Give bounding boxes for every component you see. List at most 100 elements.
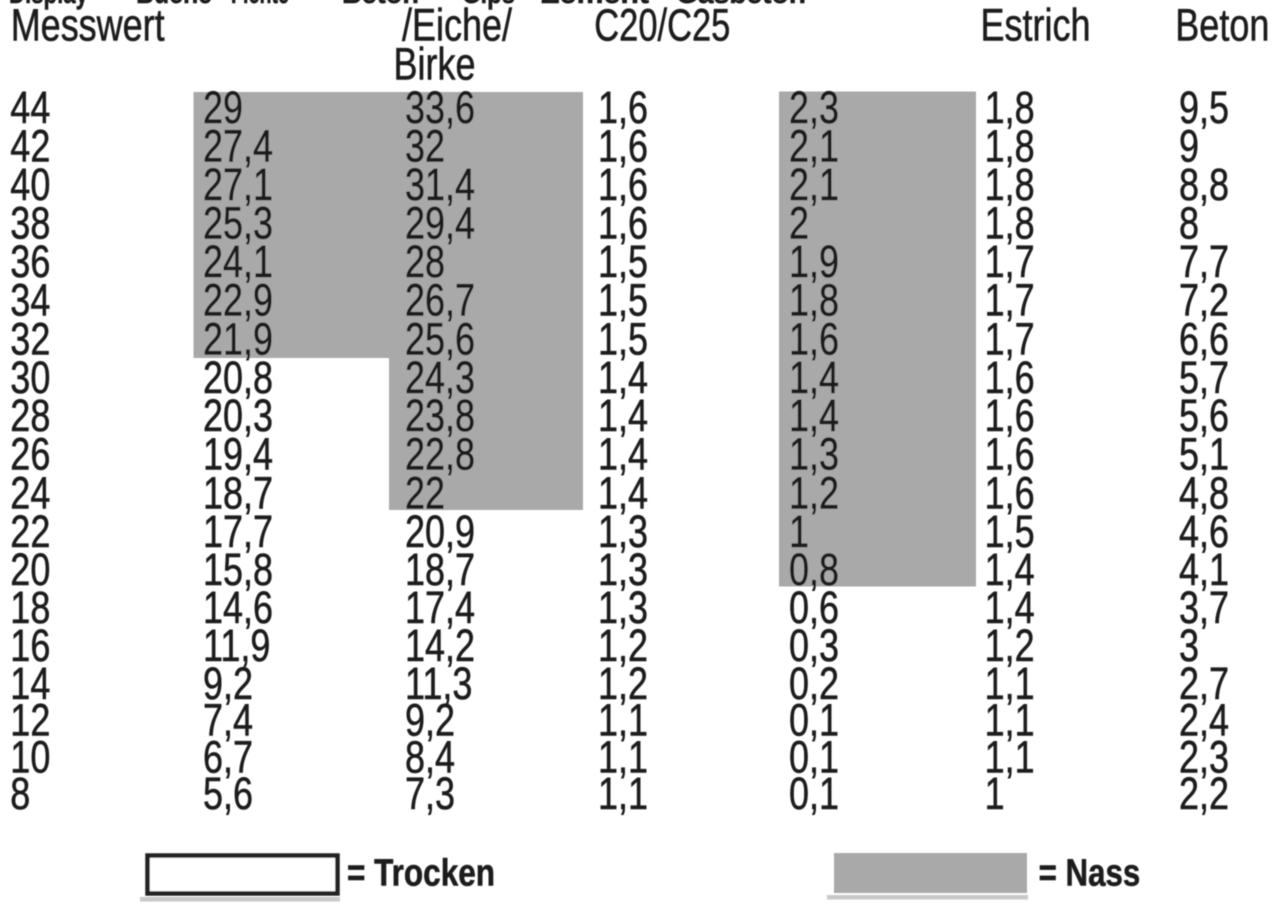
svg-text:1,6: 1,6: [598, 159, 648, 210]
svg-text:1,6: 1,6: [789, 313, 839, 364]
svg-text:18,7: 18,7: [405, 544, 475, 595]
svg-text:0,8: 0,8: [789, 544, 839, 595]
svg-text:Display: Display: [9, 0, 89, 10]
svg-text:19,4: 19,4: [203, 429, 273, 480]
svg-text:1,3: 1,3: [789, 429, 839, 480]
svg-text:0,2: 0,2: [789, 658, 839, 709]
svg-text:2,3: 2,3: [1179, 731, 1229, 782]
svg-text:24: 24: [10, 467, 50, 518]
svg-text:22,8: 22,8: [405, 429, 475, 480]
svg-text:31,4: 31,4: [405, 159, 475, 210]
svg-text:1,4: 1,4: [789, 390, 839, 441]
svg-text:14: 14: [10, 658, 50, 709]
svg-text:Zement: Zement: [541, 0, 649, 10]
svg-text:9,2: 9,2: [203, 658, 253, 709]
svg-text:1,6: 1,6: [598, 82, 648, 133]
svg-text:28: 28: [405, 236, 445, 287]
svg-text:11,3: 11,3: [405, 658, 472, 709]
svg-text:1,4: 1,4: [598, 352, 648, 403]
svg-text:1,4: 1,4: [985, 582, 1035, 633]
svg-text:= Nass: = Nass: [1039, 852, 1141, 894]
svg-text:1,3: 1,3: [598, 582, 648, 633]
svg-text:1: 1: [985, 768, 1005, 819]
svg-text:1,4: 1,4: [598, 390, 648, 441]
svg-text:7,3: 7,3: [405, 768, 455, 819]
svg-text:5,6: 5,6: [203, 768, 253, 819]
svg-text:8,4: 8,4: [405, 731, 455, 782]
svg-text:6,6: 6,6: [1179, 313, 1229, 364]
svg-text:9: 9: [1179, 121, 1199, 172]
svg-text:1,8: 1,8: [789, 275, 839, 326]
svg-text:1,1: 1,1: [598, 731, 648, 782]
svg-text:1,2: 1,2: [789, 467, 839, 518]
svg-text:1,8: 1,8: [985, 121, 1035, 172]
svg-text:9,2: 9,2: [405, 695, 455, 746]
svg-text:4,1: 4,1: [1179, 544, 1229, 595]
svg-text:15,8: 15,8: [203, 544, 273, 595]
svg-text:3: 3: [1179, 620, 1199, 671]
svg-text:1,5: 1,5: [985, 506, 1035, 557]
svg-text:14,2: 14,2: [405, 620, 475, 671]
svg-text:18,7: 18,7: [203, 467, 273, 518]
svg-text:1,4: 1,4: [985, 544, 1035, 595]
svg-text:20,9: 20,9: [405, 506, 475, 557]
svg-text:5,6: 5,6: [1179, 390, 1229, 441]
svg-text:22,9: 22,9: [203, 275, 273, 326]
svg-text:8: 8: [10, 768, 30, 819]
svg-text:42: 42: [10, 121, 50, 172]
svg-text:33,6: 33,6: [405, 82, 475, 133]
svg-text:5,7: 5,7: [1179, 352, 1229, 403]
svg-text:7,2: 7,2: [1179, 275, 1229, 326]
svg-text:9,5: 9,5: [1179, 82, 1229, 133]
svg-text:Beton: Beton: [342, 0, 419, 10]
svg-text:0,1: 0,1: [789, 768, 839, 819]
svg-text:2,3: 2,3: [789, 82, 839, 133]
svg-text:2,2: 2,2: [1179, 768, 1229, 819]
svg-text:Birke: Birke: [394, 39, 476, 90]
svg-text:5,1: 5,1: [1179, 429, 1229, 480]
svg-text:1,2: 1,2: [598, 620, 648, 671]
svg-text:Fichte: Fichte: [231, 0, 289, 10]
svg-text:1,1: 1,1: [985, 695, 1035, 746]
svg-text:17,7: 17,7: [203, 506, 273, 557]
svg-text:Estrich: Estrich: [981, 0, 1091, 50]
svg-text:Gips: Gips: [462, 0, 515, 10]
svg-text:11,9: 11,9: [203, 620, 270, 671]
svg-text:Beton: Beton: [1175, 0, 1269, 50]
svg-text:25,3: 25,3: [203, 198, 273, 249]
svg-text:25,6: 25,6: [405, 313, 475, 364]
svg-text:44: 44: [10, 82, 50, 133]
svg-text:1,4: 1,4: [598, 429, 648, 480]
svg-text:17,4: 17,4: [405, 582, 475, 633]
svg-text:24,1: 24,1: [203, 236, 273, 287]
svg-text:30: 30: [10, 352, 50, 403]
svg-text:24,3: 24,3: [405, 352, 475, 403]
svg-text:20,3: 20,3: [203, 390, 273, 441]
svg-text:12: 12: [10, 695, 50, 746]
svg-text:C20/C25: C20/C25: [594, 0, 730, 50]
svg-text:1,7: 1,7: [985, 275, 1035, 326]
svg-text:1,6: 1,6: [985, 429, 1035, 480]
svg-text:1,1: 1,1: [598, 695, 648, 746]
svg-text:32: 32: [10, 313, 50, 364]
svg-text:/Eiche/: /Eiche/: [402, 0, 513, 50]
svg-text:20: 20: [10, 544, 50, 595]
svg-text:0,1: 0,1: [789, 731, 839, 782]
svg-text:1,5: 1,5: [598, 236, 648, 287]
svg-text:1,7: 1,7: [985, 313, 1035, 364]
svg-text:38: 38: [10, 198, 50, 249]
svg-text:16: 16: [10, 620, 50, 671]
svg-text:1,6: 1,6: [598, 121, 648, 172]
svg-text:1,8: 1,8: [985, 82, 1035, 133]
svg-text:Buche: Buche: [136, 0, 212, 10]
svg-text:Gasbeton: Gasbeton: [676, 0, 806, 10]
svg-text:8,8: 8,8: [1179, 159, 1229, 210]
svg-text:6,7: 6,7: [203, 731, 253, 782]
svg-text:1,1: 1,1: [985, 658, 1035, 709]
svg-text:1,8: 1,8: [985, 159, 1035, 210]
svg-text:Messwert: Messwert: [11, 0, 166, 50]
svg-text:1,5: 1,5: [598, 275, 648, 326]
svg-text:23,8: 23,8: [405, 390, 475, 441]
svg-text:1,3: 1,3: [598, 544, 648, 595]
svg-text:2,1: 2,1: [789, 121, 839, 172]
